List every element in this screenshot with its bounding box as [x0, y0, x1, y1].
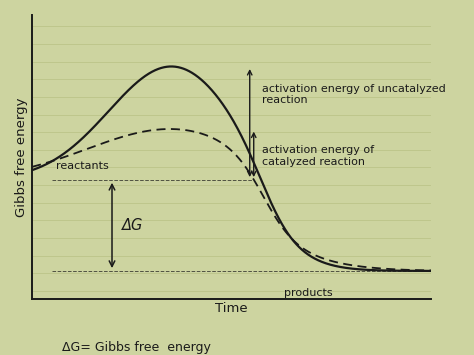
Text: activation energy of uncatalyzed
reaction: activation energy of uncatalyzed reactio…: [262, 84, 446, 105]
Text: activation energy of
catalyzed reaction: activation energy of catalyzed reaction: [262, 145, 374, 166]
Text: reactants: reactants: [56, 162, 109, 171]
Text: ΔG= Gibbs free  energy: ΔG= Gibbs free energy: [62, 342, 210, 354]
Text: ΔG: ΔG: [122, 218, 143, 233]
Y-axis label: Gibbs free energy: Gibbs free energy: [15, 97, 28, 217]
Text: products: products: [283, 288, 332, 298]
X-axis label: Time: Time: [216, 302, 248, 315]
